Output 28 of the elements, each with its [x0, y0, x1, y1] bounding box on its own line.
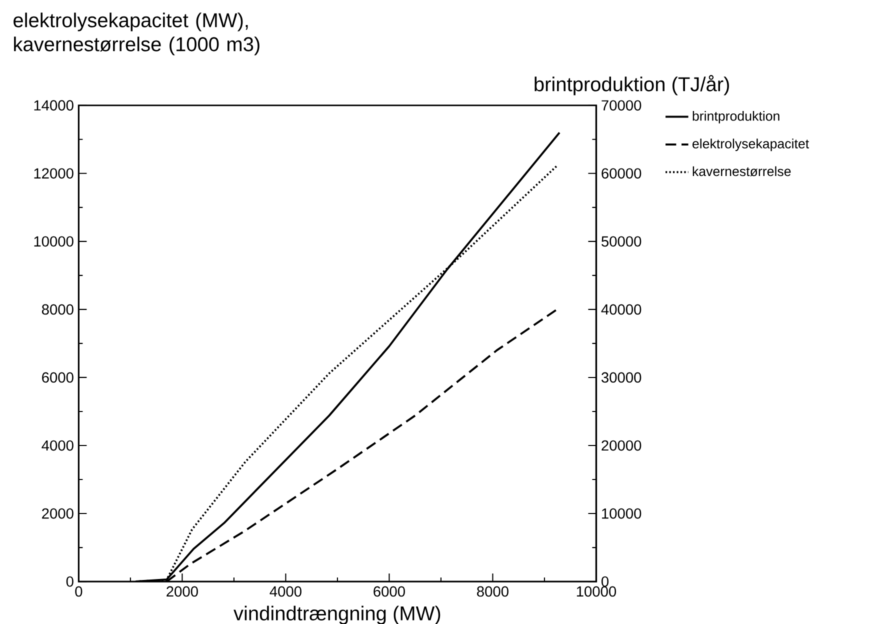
- y-axis-title: elektrolysekapacitet (MW), kavernestørrelse (1000 m3): [14, 12, 260, 56]
- x-tick-label: 4000: [270, 586, 302, 597]
- y-tick-label: 12000: [34, 168, 74, 178]
- y-tick-label: 10000: [34, 236, 74, 247]
- y2-tick-label: 30000: [602, 372, 642, 383]
- y2-tick-label: 70000: [602, 100, 642, 110]
- x-tick-label: 2000: [166, 586, 198, 597]
- y-tick-label: 8000: [42, 304, 74, 315]
- legend-label: elektrolysekapacitet: [692, 138, 809, 151]
- y2-tick-label: 60000: [602, 168, 642, 178]
- x-axis-title: vindindtrængning (MW): [234, 606, 440, 624]
- y2-tick-label: 0: [602, 576, 609, 587]
- y2-tick-label: 50000: [602, 236, 642, 247]
- y2-tick-label: 40000: [601, 304, 642, 315]
- x-tick-label: 8000: [477, 586, 508, 597]
- y-tick-label: 0: [66, 576, 74, 587]
- y2-tick-label: 10000: [602, 508, 642, 519]
- y-tick-label: 4000: [42, 440, 74, 451]
- legend-label: kavernestørrelse: [692, 166, 791, 176]
- x-tick-label: 10000: [576, 586, 616, 597]
- y2-tick-label: 20000: [602, 440, 642, 451]
- legend-label: brintproduktion: [692, 110, 780, 124]
- y-tick-label: 14000: [34, 100, 74, 110]
- y-tick-label: 2000: [42, 508, 74, 519]
- y-tick-label: 6000: [42, 372, 74, 383]
- x-tick-label: 6000: [374, 586, 405, 597]
- y2-axis-title: brintproduktion (TJ/år): [534, 74, 729, 96]
- x-tick-label: 0: [75, 586, 82, 597]
